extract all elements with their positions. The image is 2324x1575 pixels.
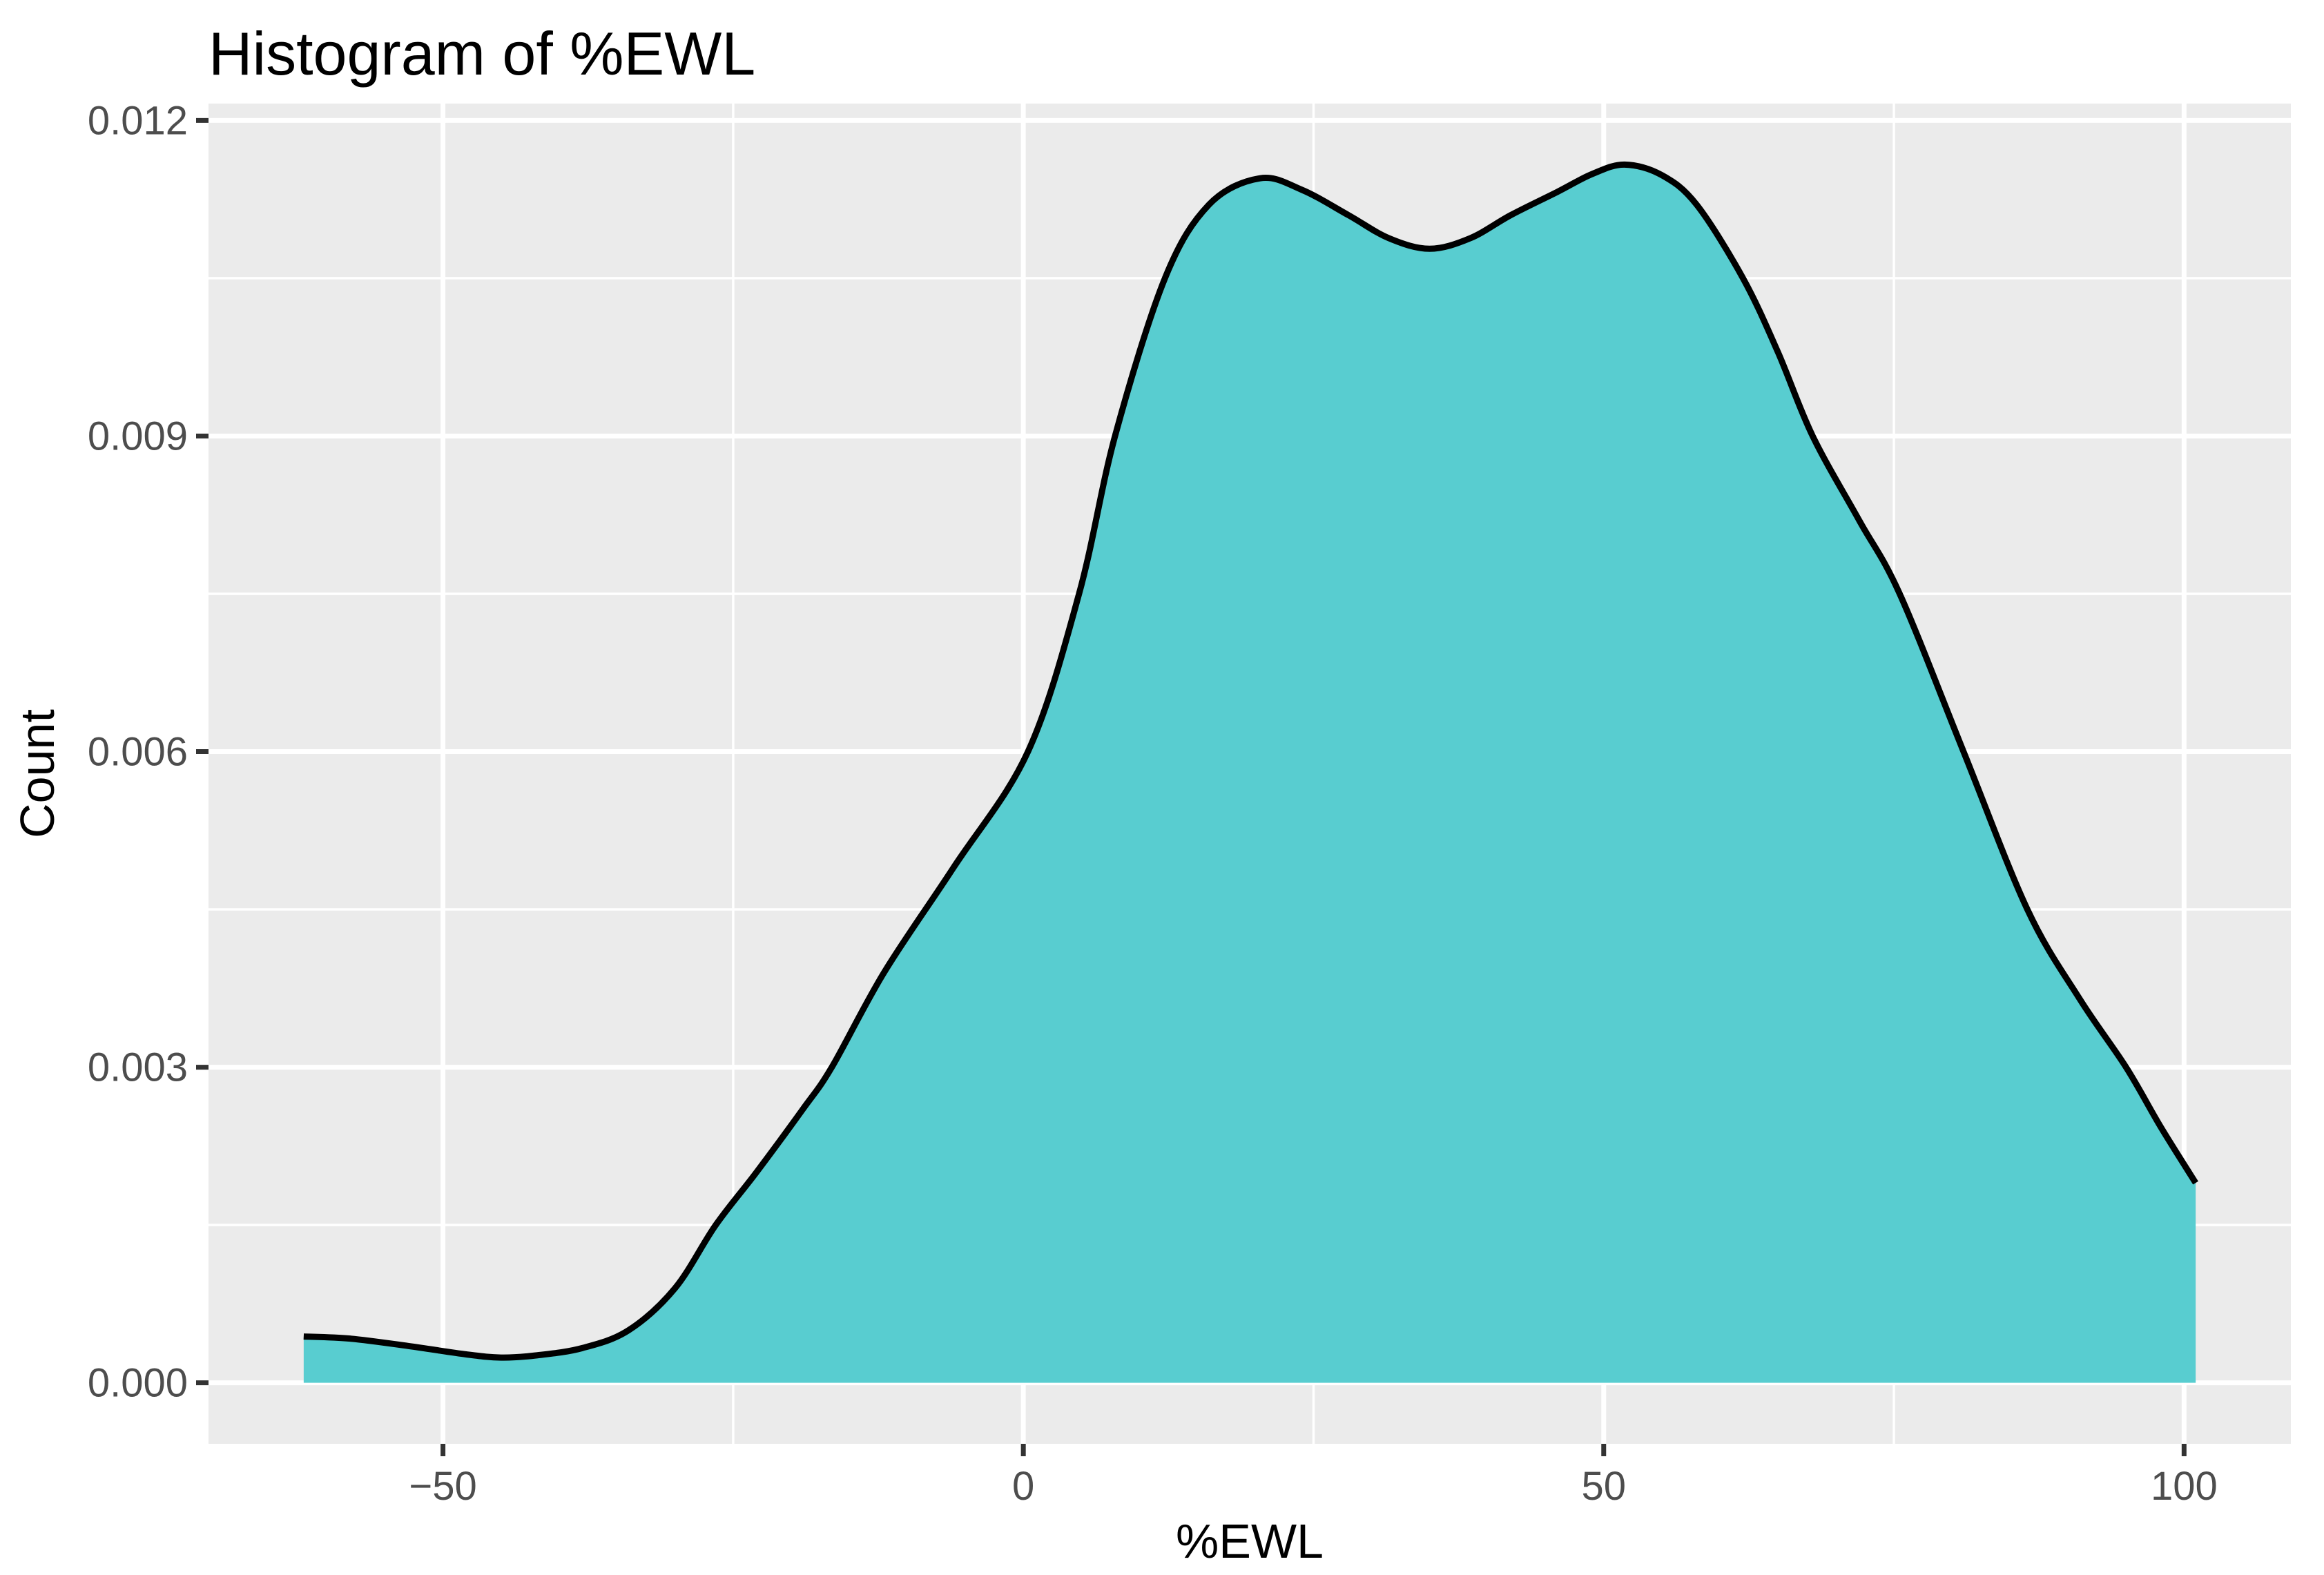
y-axis-tick-labels: 0.000 0.003 0.006 0.009 0.012	[88, 98, 188, 1405]
plot-title: Histogram of %EWL	[209, 19, 755, 88]
density-curve-line	[303, 161, 2198, 1361]
axis-tick-marks	[196, 117, 2187, 1456]
y-tick-label: 0.003	[88, 1045, 188, 1090]
x-axis-tick-labels: −50 0 50 100	[409, 1464, 2217, 1509]
y-tick-label: 0.000	[88, 1361, 188, 1406]
y-tick-label: 0.009	[88, 414, 188, 458]
x-tick-label: 0	[1012, 1464, 1034, 1509]
x-tick-label: 100	[2151, 1464, 2218, 1509]
y-tick-label: 0.012	[88, 98, 188, 143]
y-tick-label: 0.006	[88, 730, 188, 775]
y-axis-title: Count	[10, 709, 64, 838]
x-axis-title: %EWL	[1176, 1514, 1324, 1568]
density-area-fill	[303, 164, 2196, 1383]
x-tick-label: 50	[1581, 1464, 1626, 1509]
x-tick-label: −50	[409, 1464, 476, 1509]
